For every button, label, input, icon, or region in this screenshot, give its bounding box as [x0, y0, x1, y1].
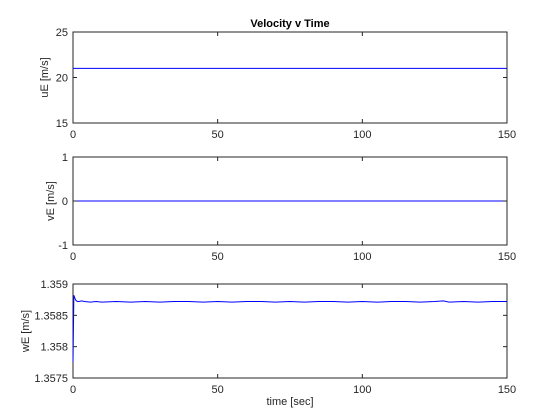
x-ticks-we: 0 50 100 150 [70, 284, 516, 396]
x-tick-label-ue-3: 150 [498, 129, 516, 141]
x-ticks-ue: 0 50 100 150 [70, 32, 516, 141]
y-axis-label-we: wE [m/s] [20, 310, 32, 353]
y-ticks-ue: 15 20 25 [56, 27, 507, 130]
panel-ue: Velocity v Time 0 50 100 150 15 20 25 uE [m/s… [39, 18, 516, 141]
x-axis-label: time [sec] [266, 396, 313, 408]
x-tick-label-we-3: 150 [498, 384, 516, 396]
y-tick-label-we-1: 1.358 [40, 342, 68, 354]
x-tick-label-ve-3: 150 [498, 251, 516, 263]
y-tick-label-ue-0: 15 [56, 118, 68, 130]
x-tick-label-ue-0: 0 [70, 129, 76, 141]
x-tick-label-ue-2: 100 [353, 129, 371, 141]
panel-we: 0 50 100 150 1.3575 1.358 1.3585 1.359 wE [m/s… [20, 279, 516, 408]
series-we [72, 295, 507, 362]
y-tick-label-we-2: 1.3585 [34, 310, 68, 322]
x-tick-label-we-2: 100 [353, 384, 371, 396]
y-tick-label-ve-1: 0 [62, 196, 68, 208]
y-ticks-we: 1.3575 1.358 1.3585 1.359 [34, 279, 507, 385]
y-ticks-ve: -1 0 1 [58, 152, 507, 252]
chart-title: Velocity v Time [250, 18, 329, 30]
plot-area-ue [72, 31, 508, 124]
y-tick-label-ue-1: 20 [56, 73, 68, 85]
plot-area-we [72, 283, 508, 379]
x-ticks-ve: 0 50 100 150 [70, 157, 516, 263]
x-tick-label-we-0: 0 [70, 384, 76, 396]
series-line-we-0 [72, 295, 507, 362]
y-axis-label-ue: uE [m/s] [39, 57, 51, 97]
y-tick-label-we-3: 1.359 [40, 279, 68, 291]
x-tick-label-ve-0: 0 [70, 251, 76, 263]
panel-ve: 0 50 100 150 -101 vE [m/s] [45, 152, 516, 263]
x-tick-label-we-1: 50 [212, 384, 224, 396]
y-tick-label-we-0: 1.3575 [34, 373, 68, 385]
x-tick-label-ve-2: 100 [353, 251, 371, 263]
y-tick-label-ve-2: 1 [62, 152, 68, 164]
y-axis-label-ve: vE [m/s] [45, 181, 57, 221]
x-tick-label-ue-1: 50 [212, 129, 224, 141]
y-tick-label-ve-0: -1 [58, 240, 68, 252]
x-tick-label-ve-1: 50 [212, 251, 224, 263]
y-tick-label-ue-2: 25 [56, 27, 68, 39]
